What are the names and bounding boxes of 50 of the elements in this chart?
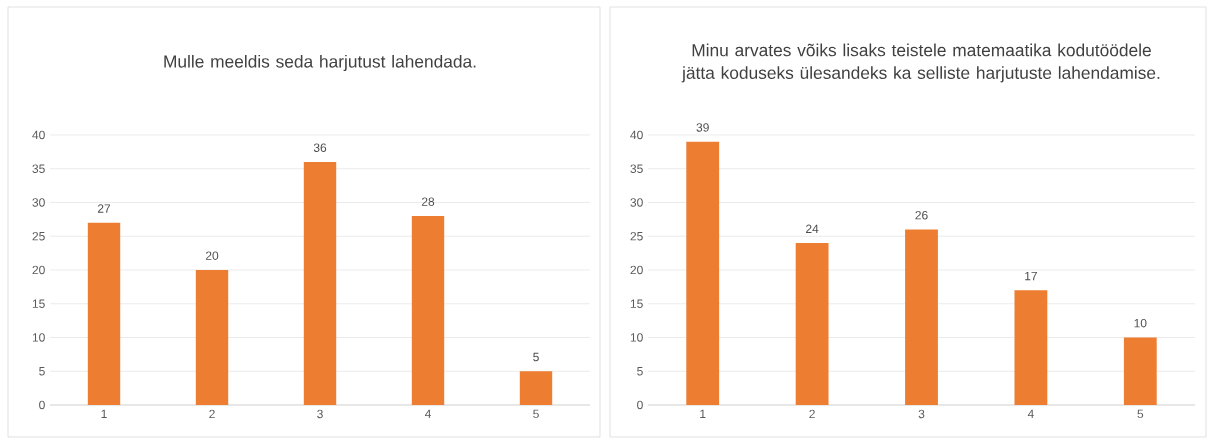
bar xyxy=(411,215,445,405)
data-label: 24 xyxy=(806,224,819,233)
y-tick-label: 15 xyxy=(630,299,643,308)
y-tick-label: 35 xyxy=(32,164,45,173)
data-label: 26 xyxy=(915,210,928,220)
data-label: 10 xyxy=(1134,318,1147,328)
x-tick-label: 4 xyxy=(424,409,431,418)
x-tick-label: 2 xyxy=(809,409,815,419)
chart-title: Mulle meeldis seda harjutust lahendada. xyxy=(164,54,476,72)
y-tick-label: 10 xyxy=(32,333,45,342)
data-label: 39 xyxy=(696,123,709,132)
y-tick-label: 10 xyxy=(630,333,643,342)
bar xyxy=(686,141,720,405)
y-tick-label: 5 xyxy=(637,367,643,376)
x-tick-label: 3 xyxy=(918,409,925,419)
data-label: 20 xyxy=(205,251,219,260)
y-tick-label: 20 xyxy=(630,265,643,275)
x-tick-label: 5 xyxy=(533,409,539,419)
bar xyxy=(1014,290,1048,405)
x-tick-label: 1 xyxy=(101,409,107,418)
y-tick-label: 25 xyxy=(630,231,643,241)
y-tick-label: 40 xyxy=(630,130,643,140)
y-tick-label: 0 xyxy=(39,400,45,410)
data-label: 27 xyxy=(97,204,111,213)
y-tick-label: 40 xyxy=(32,130,45,140)
bar xyxy=(795,242,829,405)
bar xyxy=(195,269,229,405)
data-label: 36 xyxy=(313,143,327,152)
y-tick-label: 30 xyxy=(32,198,45,207)
y-tick-label: 5 xyxy=(39,367,45,376)
bar xyxy=(519,371,553,405)
y-tick-label: 30 xyxy=(630,198,643,207)
bar xyxy=(1123,337,1157,405)
data-label: 5 xyxy=(533,352,539,362)
bar xyxy=(87,222,121,405)
x-tick-label: 5 xyxy=(1137,409,1144,419)
x-tick-label: 4 xyxy=(1027,409,1034,418)
y-tick-label: 0 xyxy=(637,400,643,410)
data-label: 17 xyxy=(1025,271,1037,281)
bar xyxy=(905,229,938,405)
x-tick-label: 2 xyxy=(209,409,215,419)
data-label: 28 xyxy=(421,197,435,206)
y-tick-label: 20 xyxy=(32,265,45,275)
y-tick-label: 35 xyxy=(630,164,643,173)
y-tick-label: 25 xyxy=(32,231,45,241)
bar xyxy=(303,161,337,405)
y-tick-label: 15 xyxy=(32,299,45,308)
x-tick-label: 3 xyxy=(317,409,323,419)
x-tick-label: 1 xyxy=(700,409,706,418)
chart-title: Minu arvates võiks lisaks teistele matemaatika kodutöödele jätta koduseks ülesandeks ka selliste harjutuste lahendamise. xyxy=(681,43,1160,83)
